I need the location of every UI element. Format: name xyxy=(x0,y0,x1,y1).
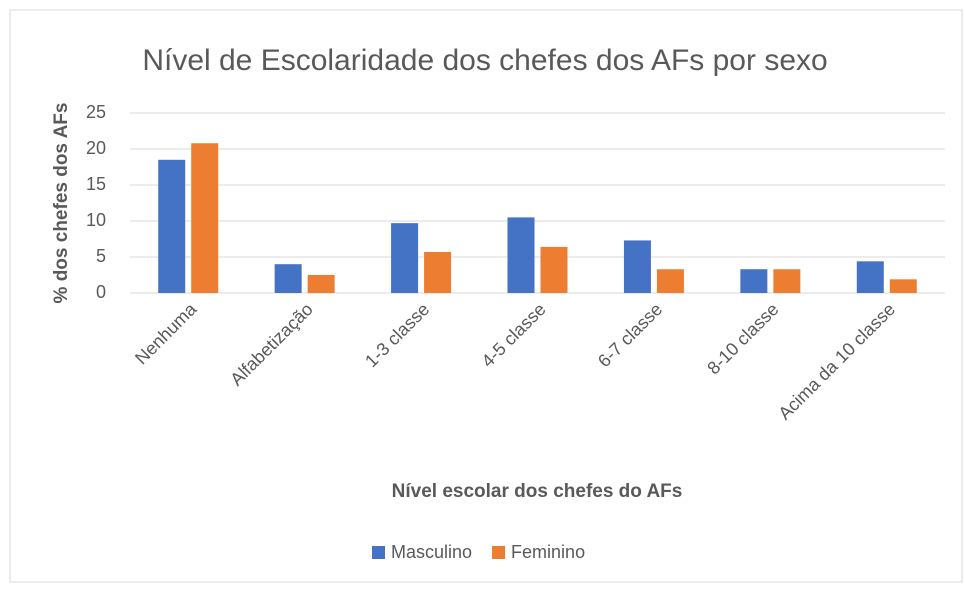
bar xyxy=(507,217,535,293)
x-axis-label: Nível escolar dos chefes do AFs xyxy=(392,481,683,502)
bar xyxy=(424,251,452,293)
bar xyxy=(158,159,186,293)
bar xyxy=(274,264,302,293)
y-tick-label: 20 xyxy=(86,138,106,158)
bar xyxy=(773,269,801,293)
chart-border xyxy=(9,9,963,583)
y-tick-label: 25 xyxy=(86,102,106,122)
bar xyxy=(656,269,684,293)
bar xyxy=(740,269,768,293)
legend-swatch xyxy=(492,546,506,559)
y-axis-label: % dos chefes dos AFs xyxy=(51,103,72,304)
y-tick-label: 0 xyxy=(96,282,106,302)
y-tick-label: 5 xyxy=(96,246,106,266)
legend-label: Masculino xyxy=(391,542,472,562)
bar xyxy=(623,240,651,293)
legend-swatch xyxy=(372,546,385,559)
y-tick-label: 15 xyxy=(86,174,106,194)
bar xyxy=(307,275,335,293)
bar xyxy=(889,279,917,293)
bar xyxy=(191,143,219,293)
legend-label: Feminino xyxy=(511,542,585,562)
bar xyxy=(856,261,884,293)
bar xyxy=(391,223,419,293)
chart-title: Nível de Escolaridade dos chefes dos AFs… xyxy=(142,44,827,77)
bar xyxy=(540,246,568,293)
y-tick-label: 10 xyxy=(86,210,106,230)
